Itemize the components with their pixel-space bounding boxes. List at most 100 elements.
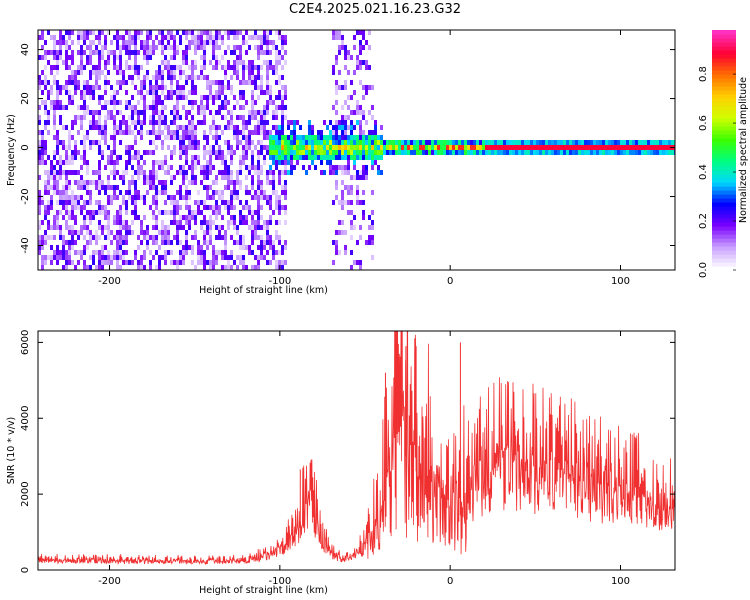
spectrogram-cell <box>239 30 242 35</box>
spectrogram-cell <box>107 200 110 205</box>
spectrogram-cell <box>188 65 191 70</box>
spectrogram-cell <box>38 220 41 225</box>
spectrogram-cell <box>323 145 326 150</box>
spectrogram-cell <box>185 245 188 250</box>
spectrogram-cell <box>425 150 428 155</box>
spectrogram-cell <box>290 165 293 170</box>
spectrogram-cell <box>209 160 212 165</box>
spectrogram-cell <box>89 215 92 220</box>
spectrogram-cell <box>50 200 53 205</box>
spectrogram-cell <box>521 145 524 150</box>
spectrogram-cell <box>644 150 647 155</box>
spectrogram-cell <box>80 180 83 185</box>
spectrogram-cell <box>200 120 203 125</box>
spectrogram-cell <box>371 165 374 170</box>
spectrogram-cell <box>347 105 350 110</box>
spectrogram-cell <box>233 180 236 185</box>
spectrogram-cell <box>65 200 68 205</box>
spectrogram-cell <box>524 145 527 150</box>
spectrogram-cell <box>176 230 179 235</box>
spectrogram-cell <box>44 85 47 90</box>
spectrogram-cell <box>341 120 344 125</box>
spectrogram-cell <box>95 230 98 235</box>
spectrogram-cell <box>440 140 443 145</box>
spectrogram-cell <box>269 240 272 245</box>
spectrogram-cell <box>62 85 65 90</box>
spectrogram-cell <box>263 30 266 35</box>
spectrogram-cell <box>185 30 188 35</box>
spectrogram-cell <box>344 50 347 55</box>
spectrogram-cell <box>95 265 98 270</box>
spectrogram-cell <box>263 130 266 135</box>
spectrogram-cell <box>254 80 257 85</box>
spectrogram-cell <box>338 45 341 50</box>
spectrogram-cell <box>77 230 80 235</box>
spectrogram-cell <box>107 250 110 255</box>
spectrogram-cell <box>161 35 164 40</box>
spectrogram-cell <box>209 260 212 265</box>
spectrogram-cell <box>278 140 281 145</box>
spectrogram-cell <box>71 135 74 140</box>
spectrogram-cell <box>521 140 524 145</box>
spectrogram-cell <box>347 160 350 165</box>
spectrogram-cell <box>272 245 275 250</box>
colorbar-band <box>712 90 736 95</box>
spectrogram-cell <box>404 150 407 155</box>
spectrogram-cell <box>344 80 347 85</box>
spectrogram-cell <box>272 160 275 165</box>
spectrogram-cell <box>167 240 170 245</box>
spectrogram-cell <box>185 185 188 190</box>
spectrogram-cell <box>233 260 236 265</box>
spectrogram-cell <box>104 210 107 215</box>
spectrogram-cell <box>368 225 371 230</box>
spectrogram-cell <box>119 120 122 125</box>
spectrogram-cell <box>182 245 185 250</box>
spectrogram-cell <box>284 50 287 55</box>
spectrogram-cell <box>89 230 92 235</box>
spectrogram-cell <box>104 100 107 105</box>
spectrogram-cell <box>65 180 68 185</box>
spectrogram-cell <box>527 140 530 145</box>
spectrogram-cell <box>266 170 269 175</box>
colorbar-tick-label: 0.2 <box>698 213 709 229</box>
spectrogram-cell <box>161 145 164 150</box>
spectrogram-cell <box>188 215 191 220</box>
spectrogram-cell <box>65 60 68 65</box>
spectrogram-cell <box>47 200 50 205</box>
spectrogram-cell <box>155 45 158 50</box>
spectrogram-cell <box>395 145 398 150</box>
spectrogram-cell <box>134 85 137 90</box>
spectrogram-cell <box>242 65 245 70</box>
spectrogram-cell <box>98 115 101 120</box>
spectrogram-cell <box>92 85 95 90</box>
spectrogram-cell <box>305 170 308 175</box>
spectrogram-cell <box>281 35 284 40</box>
spectrogram-cell <box>236 225 239 230</box>
spectrogram-cell <box>164 45 167 50</box>
spectrogram-cell <box>494 145 497 150</box>
spectrogram-cell <box>125 200 128 205</box>
spectrogram-cell <box>131 95 134 100</box>
spectrogram-cell <box>182 70 185 75</box>
spectrogram-cell <box>350 125 353 130</box>
spectrogram-cell <box>47 90 50 95</box>
spectrogram-cell <box>218 195 221 200</box>
spectrogram-cell <box>347 190 350 195</box>
spectrogram-cell <box>77 80 80 85</box>
spectrogram-cell <box>152 130 155 135</box>
spectrogram-cell <box>59 230 62 235</box>
spectrogram-cell <box>191 165 194 170</box>
spectrogram-cell <box>104 255 107 260</box>
spectrogram-cell <box>188 45 191 50</box>
spectrogram-cell <box>347 140 350 145</box>
spectrogram-cell <box>44 235 47 240</box>
spectrogram-cell <box>149 85 152 90</box>
spectrogram-cell <box>284 85 287 90</box>
spectrogram-cell <box>59 35 62 40</box>
spectrogram-cell <box>86 160 89 165</box>
spectrogram-cell <box>242 125 245 130</box>
spectrogram-cell <box>50 225 53 230</box>
spectrogram-cell <box>266 240 269 245</box>
spectrogram-cell <box>212 255 215 260</box>
spectrogram-cell <box>230 120 233 125</box>
